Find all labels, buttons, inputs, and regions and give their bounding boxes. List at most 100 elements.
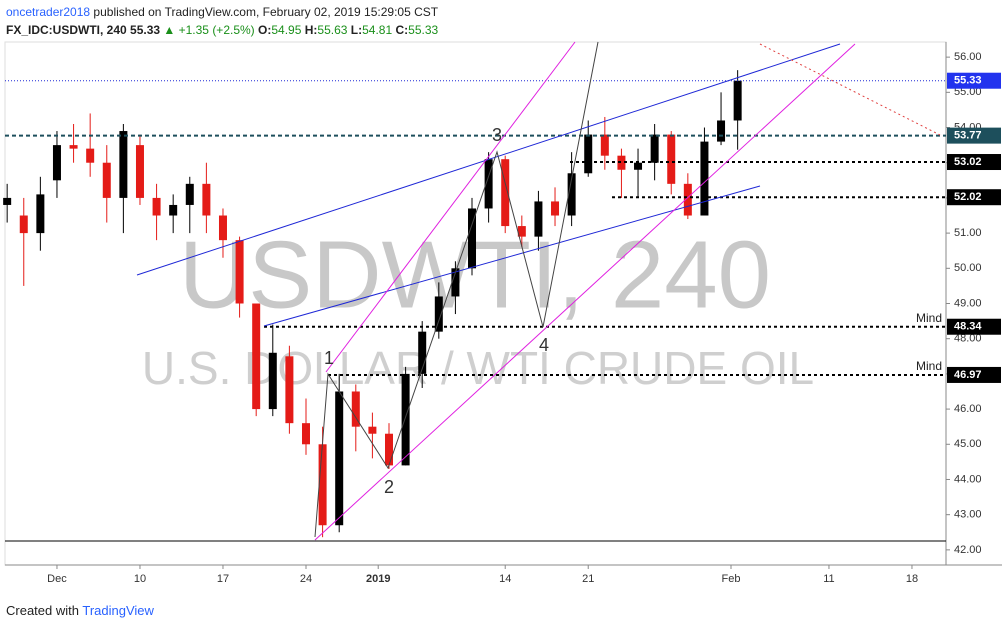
header-line-1: oncetrader2018 published on TradingView.… [6,5,438,19]
level-label: 53.02 [954,156,982,168]
candle-body [235,240,244,304]
candle-body [517,226,526,237]
x-tick-label: 14 [499,573,511,585]
wave-label: 2 [384,477,394,497]
candle-body [434,296,443,332]
wave-label: 4 [539,335,549,355]
candle-body [667,134,676,184]
last-price-tag [947,72,1001,89]
chart: USDWTI, 240 U.S. DOLLAR / WTI CRUDE OIL … [3,41,1002,585]
dotted-line [759,43,941,136]
change: ▲ +1.35 (+2.5%) [163,23,255,37]
level-tag [947,189,1001,206]
level-tag [947,366,1001,383]
channel-line [325,41,576,373]
level-label: 52.02 [954,191,982,203]
candle-body [268,352,277,410]
drawings: 1 2 3 4 [5,41,946,542]
candle-body [650,134,659,163]
c-label: C: [395,23,409,37]
x-tick-label: 11 [823,573,834,585]
symbol: FX_IDC:USDWTI, 240 [6,23,127,37]
candle-body [335,391,344,526]
level-tag [947,318,1001,335]
y-tick-label: 51.00 [954,227,982,239]
candle-body [318,444,327,526]
candle-body [86,148,95,163]
wave-label: 1 [324,348,334,368]
y-tick-label: 50.00 [954,262,982,274]
watermark-sub: U.S. DOLLAR / WTI CRUDE OIL [142,342,814,394]
candle-body [69,145,78,149]
candle-body [152,197,161,216]
x-tick-label: Feb [722,573,741,585]
candle-body [451,268,460,297]
o: 54.95 [271,23,302,37]
y-tick-label: 46.00 [954,403,982,415]
l: 54.81 [362,23,393,37]
candle-body [351,391,360,427]
x-tick-label: Dec [47,573,67,585]
y-tick-label: 49.00 [954,297,982,309]
candle-body [202,183,211,216]
candle-body [717,120,726,142]
candle-body [567,173,576,216]
candle-body [3,197,12,205]
candle-body [169,204,178,216]
candle-body [301,423,310,445]
level-label: 46.97 [954,369,982,381]
candle-body [501,159,510,227]
candle-body [285,356,294,424]
h: 55.63 [317,23,348,37]
footer-created: Created with [6,603,79,618]
footer: Created with TradingView [6,603,154,618]
y-tick-label: 48.00 [954,333,982,345]
publisher[interactable]: oncetrader2018 [6,5,91,19]
x-tick-label: 24 [300,573,312,585]
y-tick-label: 45.00 [954,438,982,450]
candle-body [733,80,742,121]
candle-body [119,131,128,198]
level-label: 53.77 [954,130,982,142]
l-label: L: [350,23,363,37]
wave-line [314,41,599,538]
candle-body [634,162,643,170]
candle-body [418,331,427,374]
candle-body [385,433,394,466]
o-label: O: [258,23,272,37]
y-tick-label: 56.00 [954,51,982,63]
x-tick-label: 18 [906,573,918,585]
trend-line [136,43,841,276]
h-label: H: [304,23,318,37]
wave-label: 3 [492,125,502,145]
candle-body [600,134,609,156]
level-note: Mind [916,311,942,325]
candle-body [252,303,261,410]
level-tag [947,127,1001,144]
candle-body [617,155,626,170]
header-line-2: FX_IDC:USDWTI, 240 55.33 ▲ +1.35 (+2.5%)… [6,23,438,37]
x-tick-label: 10 [134,573,146,585]
candle-body [19,215,28,234]
level-label: 48.34 [954,321,982,333]
candle-body [52,145,61,181]
candle-body [185,183,194,205]
last-price-label: 55.33 [954,75,982,87]
y-tick-label: 55.00 [954,86,982,98]
candle-body [683,183,692,216]
candle-body [135,145,144,198]
x-tick-label: 2019 [366,573,390,585]
candle-body [401,373,410,466]
candle-body [102,162,111,198]
trend-line [263,185,761,327]
c: 55.33 [408,23,439,37]
candle-body [551,201,560,216]
footer-brand[interactable]: TradingView [82,603,154,618]
candle-body [534,201,543,237]
level-tag [947,154,1001,171]
candle-body [368,426,377,434]
candle-body [218,215,227,241]
candle-body [584,134,593,174]
candle-body [468,208,477,269]
